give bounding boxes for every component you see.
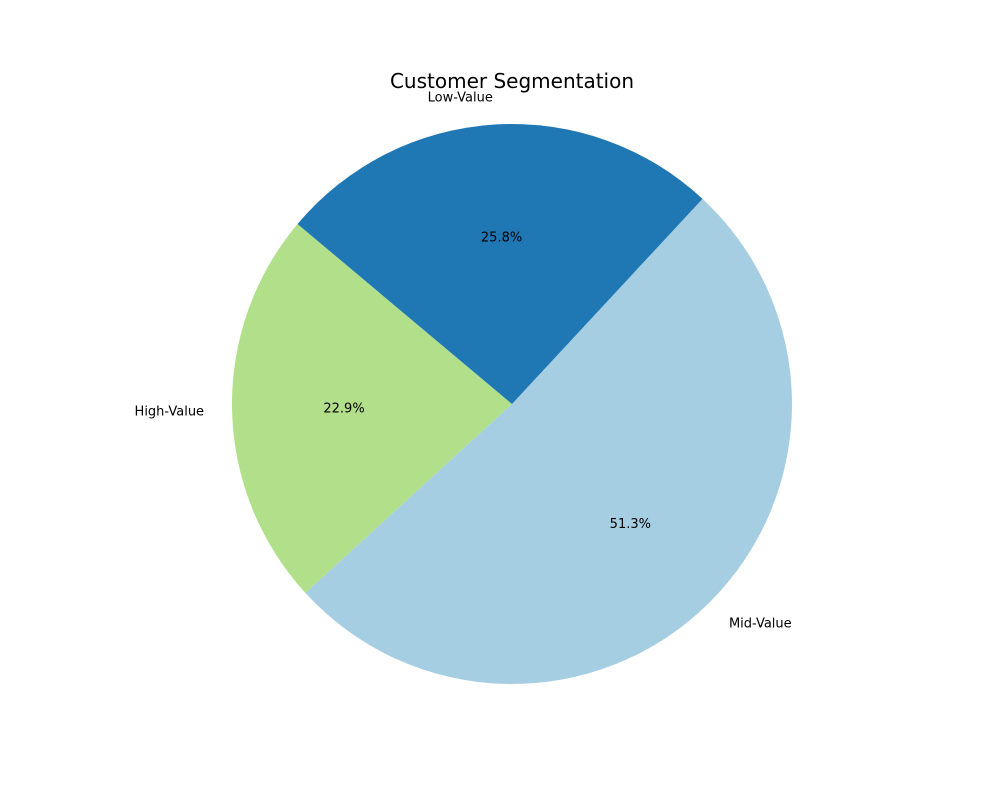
pie-category-label: Mid-Value	[729, 617, 792, 632]
pie-percent-label: 22.9%	[323, 402, 364, 417]
pie-slice-mid-value	[305, 198, 793, 685]
pie-percent-label: 51.3%	[610, 517, 651, 532]
pie-labels: 22.9% High-Value 51.3% Mid-Value 25.8% Low-Va…	[135, 91, 792, 632]
pie-percent-label: 25.8%	[481, 230, 522, 245]
chart-title: Customer Segmentation	[390, 69, 634, 93]
pie-slice-high-value	[231, 224, 512, 593]
pie-slices	[231, 124, 793, 685]
pie-category-label: High-Value	[135, 405, 205, 420]
pie-slice-low-value	[297, 124, 703, 404]
pie-category-label: Low-Value	[428, 91, 493, 106]
